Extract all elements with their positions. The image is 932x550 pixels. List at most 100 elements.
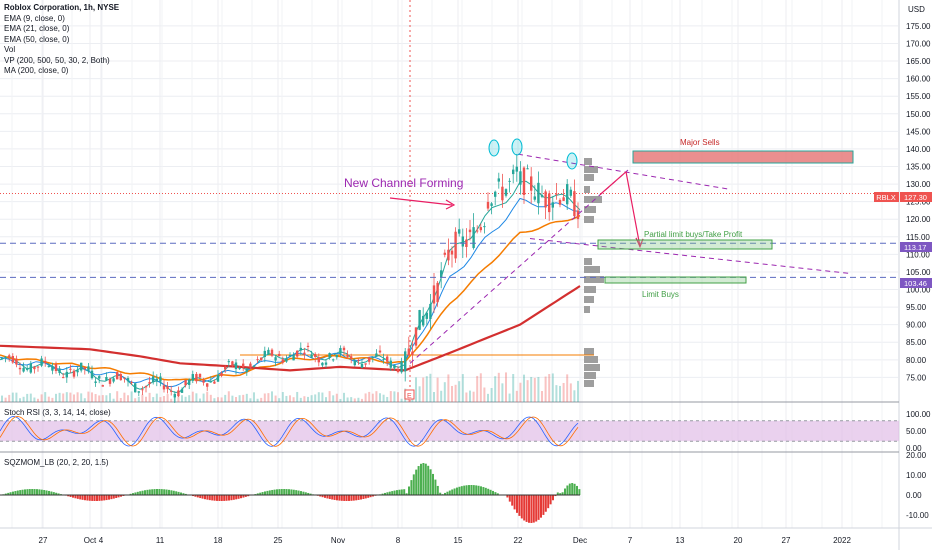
time-tick: 27 xyxy=(39,536,48,545)
candle-body xyxy=(544,191,547,208)
price-tick: 135.00 xyxy=(906,162,931,171)
sqz-bar xyxy=(304,492,307,495)
candles xyxy=(0,153,580,403)
volume-bar xyxy=(15,392,18,402)
candle-body xyxy=(386,356,389,362)
sqz-bar xyxy=(391,491,394,495)
sqz-bar xyxy=(530,495,533,523)
sqz-bar xyxy=(506,495,509,498)
candle-body xyxy=(227,361,230,363)
volume-bar xyxy=(159,397,162,402)
sqz-bar xyxy=(532,495,535,523)
volume-bar xyxy=(188,395,191,402)
sqz-bar xyxy=(477,485,480,495)
legend-line[interactable]: VP (200, 500, 50, 30, 2, Both) xyxy=(4,55,110,65)
sqz-bar xyxy=(364,495,367,499)
candle-body xyxy=(285,358,288,362)
vp-bar xyxy=(584,286,596,293)
sqz-bar xyxy=(576,485,578,495)
sqz-bar xyxy=(350,495,353,501)
volume-bar xyxy=(458,381,461,402)
sqz-bar xyxy=(168,489,170,495)
sqz-bar xyxy=(338,495,341,501)
volume-bar xyxy=(415,377,417,402)
legend-line[interactable]: EMA (50, close, 0) xyxy=(4,34,70,44)
candle-body xyxy=(486,201,490,209)
moving-averages xyxy=(0,180,581,394)
sqz-bar xyxy=(268,490,271,495)
volume-bar xyxy=(217,397,219,402)
sqz-bar xyxy=(285,489,288,495)
volume-bar xyxy=(281,392,284,402)
price-tick: 170.00 xyxy=(906,39,931,48)
sqz-bar xyxy=(540,495,542,518)
sqz-bar xyxy=(283,489,286,495)
sqz-bar xyxy=(513,495,516,510)
sqz-bar xyxy=(328,495,331,500)
sqz-bar xyxy=(405,493,408,495)
candle-body xyxy=(382,358,385,360)
candle-body xyxy=(339,348,342,354)
sqz-bar xyxy=(523,495,526,521)
candle-body xyxy=(368,357,371,362)
legend-line[interactable]: EMA (9, close, 0) xyxy=(4,13,65,23)
candle-body xyxy=(123,377,126,379)
vp-bar xyxy=(584,296,594,303)
legend: Roblox Corporation, 1h, NYSE EMA (9, clo… xyxy=(4,3,119,77)
candle-body xyxy=(173,393,176,398)
legend-line[interactable]: EMA (21, close, 0) xyxy=(4,24,70,33)
sqz-bar xyxy=(177,491,180,495)
candle-body xyxy=(389,360,392,368)
volume-bar xyxy=(321,392,324,402)
volume-bar xyxy=(353,398,356,402)
volume-bar xyxy=(274,395,277,402)
sqz-bar xyxy=(261,492,264,495)
volume-bar xyxy=(26,393,29,402)
candle-body xyxy=(65,371,68,378)
volume-bar xyxy=(199,398,201,402)
volume-bar xyxy=(537,376,540,402)
volume-bar xyxy=(393,391,396,402)
candle-body xyxy=(288,355,292,357)
candle-body xyxy=(116,372,119,380)
sqz-bar xyxy=(393,490,396,495)
candle-body xyxy=(231,361,234,366)
volume-bar xyxy=(22,396,25,402)
axes: 175.00170.00165.00160.00155.00150.00145.… xyxy=(39,22,931,545)
candle-body xyxy=(558,199,562,205)
sqz-bar xyxy=(153,489,156,495)
candle-body xyxy=(162,385,166,390)
sqz-bar xyxy=(144,490,146,495)
candle-body xyxy=(202,380,205,383)
candle-body xyxy=(159,376,162,382)
candle-body xyxy=(512,169,515,175)
stoch-title[interactable]: Stoch RSI (3, 3, 14, 14, close) xyxy=(4,408,111,417)
vp-bar xyxy=(584,276,604,283)
sqz-bar xyxy=(408,486,410,495)
level-label-2: 103.46 xyxy=(904,279,927,288)
vp-bar xyxy=(584,196,602,203)
candle-body xyxy=(137,391,140,393)
sqz-bar xyxy=(204,495,206,500)
sqz-bar xyxy=(273,489,276,495)
candle-body xyxy=(569,189,572,196)
candle-body xyxy=(195,373,198,382)
sqz-bar xyxy=(446,491,449,495)
volume-bar xyxy=(317,392,320,402)
legend-line[interactable]: MA (200, close, 0) xyxy=(4,66,69,75)
limit-buy-zone xyxy=(604,276,747,284)
candle-body xyxy=(353,360,356,366)
price-tick: 160.00 xyxy=(906,75,931,84)
sqz-bar xyxy=(292,489,295,495)
volume-bar xyxy=(73,394,75,402)
sqz-bar xyxy=(345,495,348,501)
sqz-title[interactable]: SQZMOM_LB (20, 2, 20, 1.5) xyxy=(4,458,109,467)
volume-bar xyxy=(152,397,155,402)
legend-line[interactable]: Vol xyxy=(4,45,16,54)
volume-bar xyxy=(332,395,335,402)
candle-body xyxy=(252,365,256,367)
time-tick: 22 xyxy=(514,536,523,545)
candle-body xyxy=(188,379,191,385)
sqz-tick: 20.00 xyxy=(906,451,927,460)
sqz-bar xyxy=(165,489,168,495)
